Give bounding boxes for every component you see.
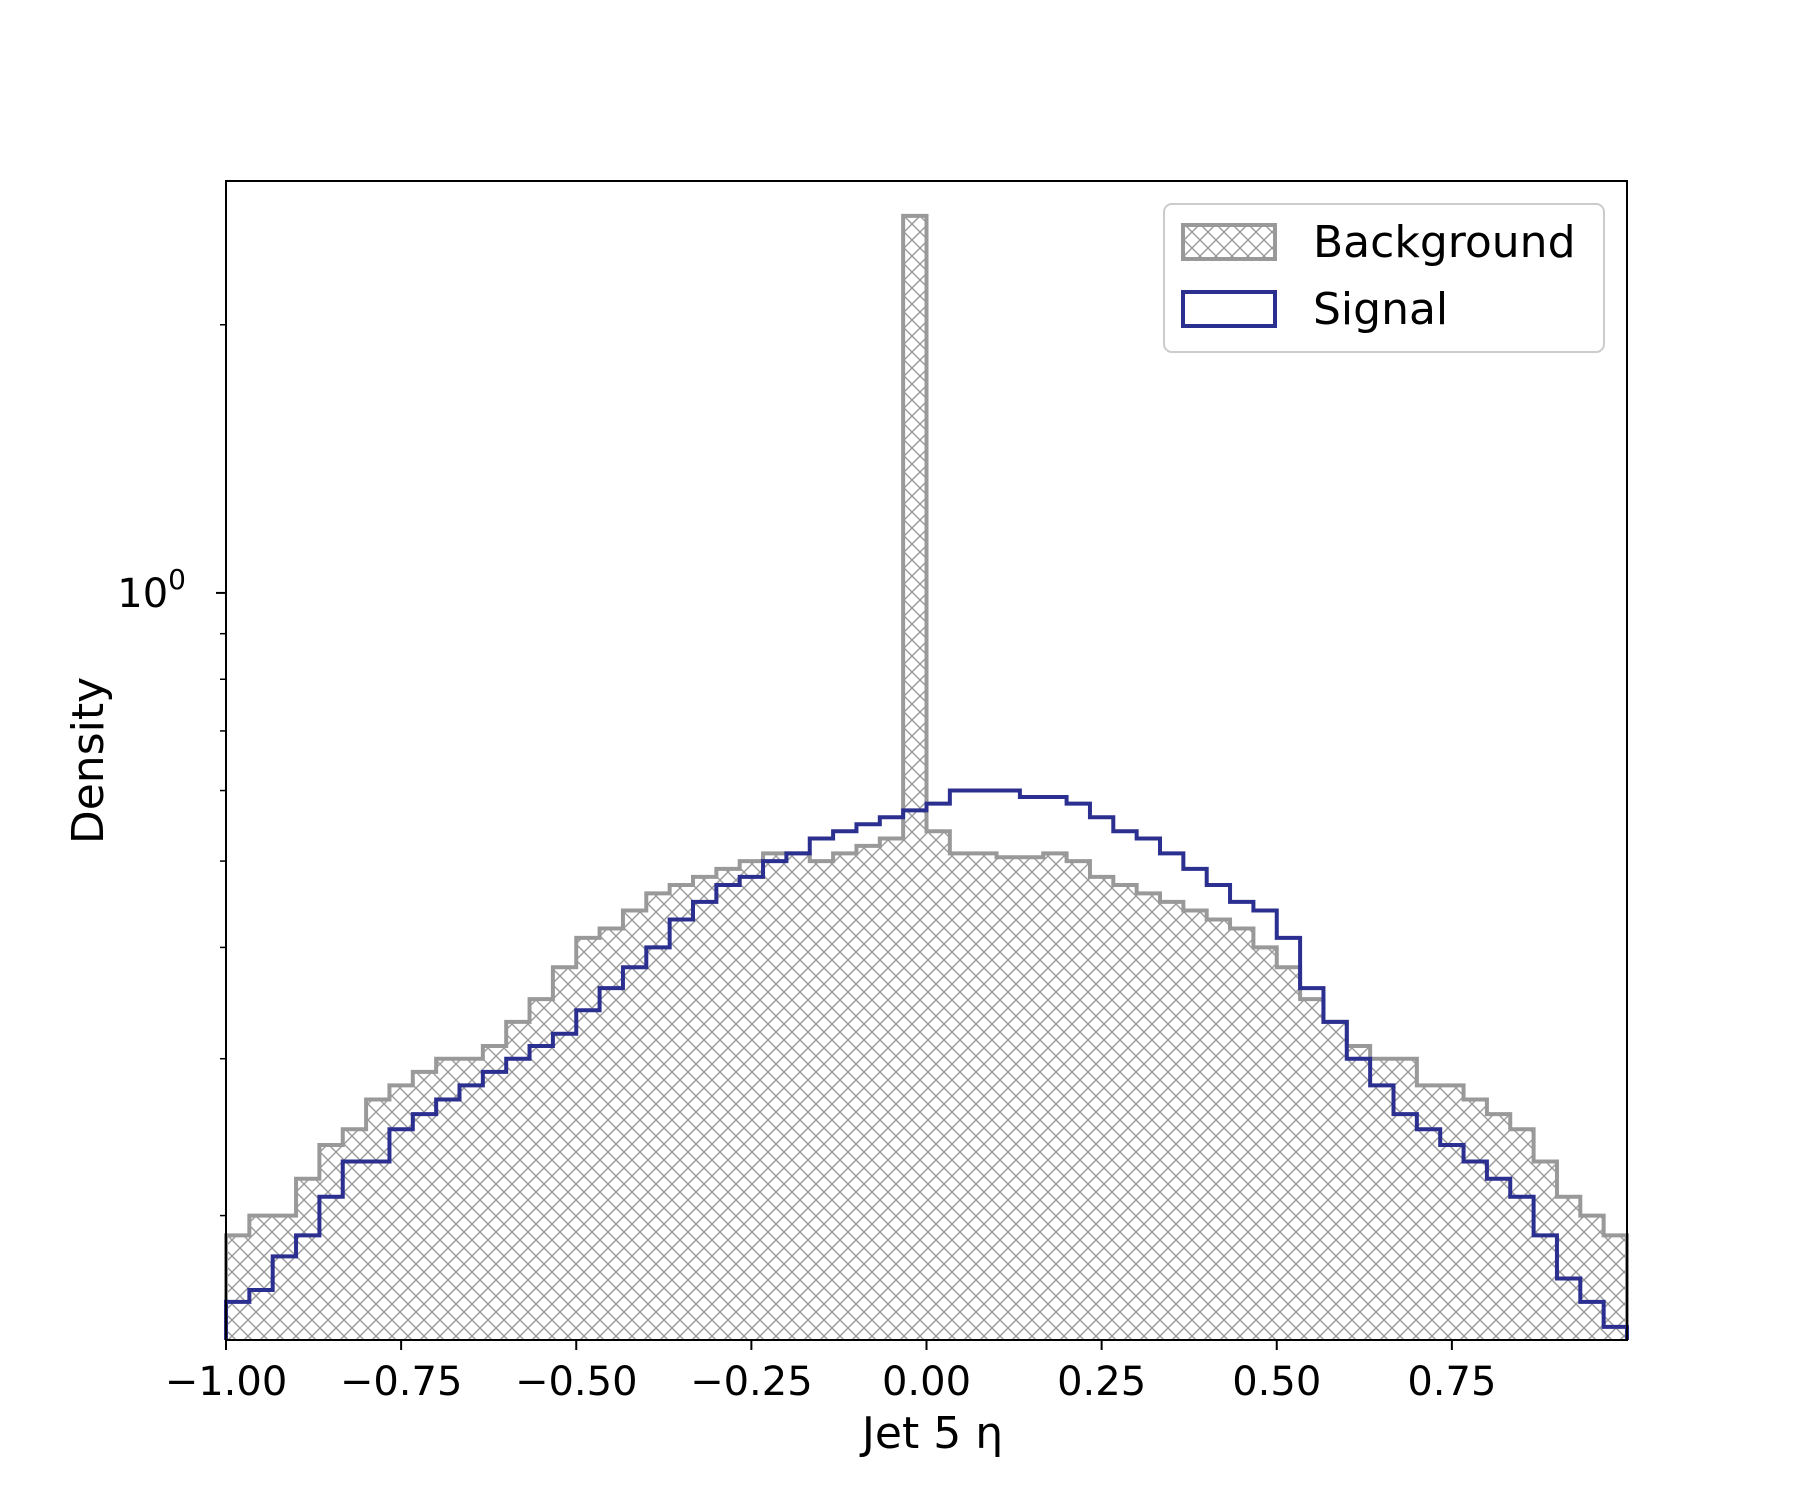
legend-swatch-background <box>1181 223 1277 261</box>
signal-histogram-line <box>224 788 1629 1340</box>
x-tick-label: 0.25 <box>1057 1359 1146 1405</box>
legend-label: Background <box>1313 217 1576 268</box>
x-tick-label: 0.00 <box>882 1359 971 1405</box>
y-tick-label-base: 10 <box>117 571 168 617</box>
x-tick-label: −0.75 <box>340 1359 463 1405</box>
background-histogram-outline <box>224 213 1629 1340</box>
legend-label: Signal <box>1313 284 1448 335</box>
legend-swatch-signal <box>1181 290 1277 328</box>
x-tick-label: −1.00 <box>165 1359 288 1405</box>
x-axis-title: Jet 5 η <box>859 1408 1003 1459</box>
legend: Background Signal <box>1163 203 1605 353</box>
plot-area <box>224 213 1629 1340</box>
x-tick-label: 0.50 <box>1232 1359 1321 1405</box>
y-tick-label: 100 <box>117 563 186 617</box>
y-axis-title: Density <box>63 677 114 844</box>
x-tick-label: −0.25 <box>690 1359 813 1405</box>
x-tick-label: −0.50 <box>515 1359 638 1405</box>
axes: −1.00 −0.75 −0.50 −0.25 0.00 0.25 0.50 0.75 100 J… <box>63 180 1628 1459</box>
x-tick-label: 0.75 <box>1407 1359 1496 1405</box>
y-tick-label-exponent: 0 <box>168 563 186 596</box>
